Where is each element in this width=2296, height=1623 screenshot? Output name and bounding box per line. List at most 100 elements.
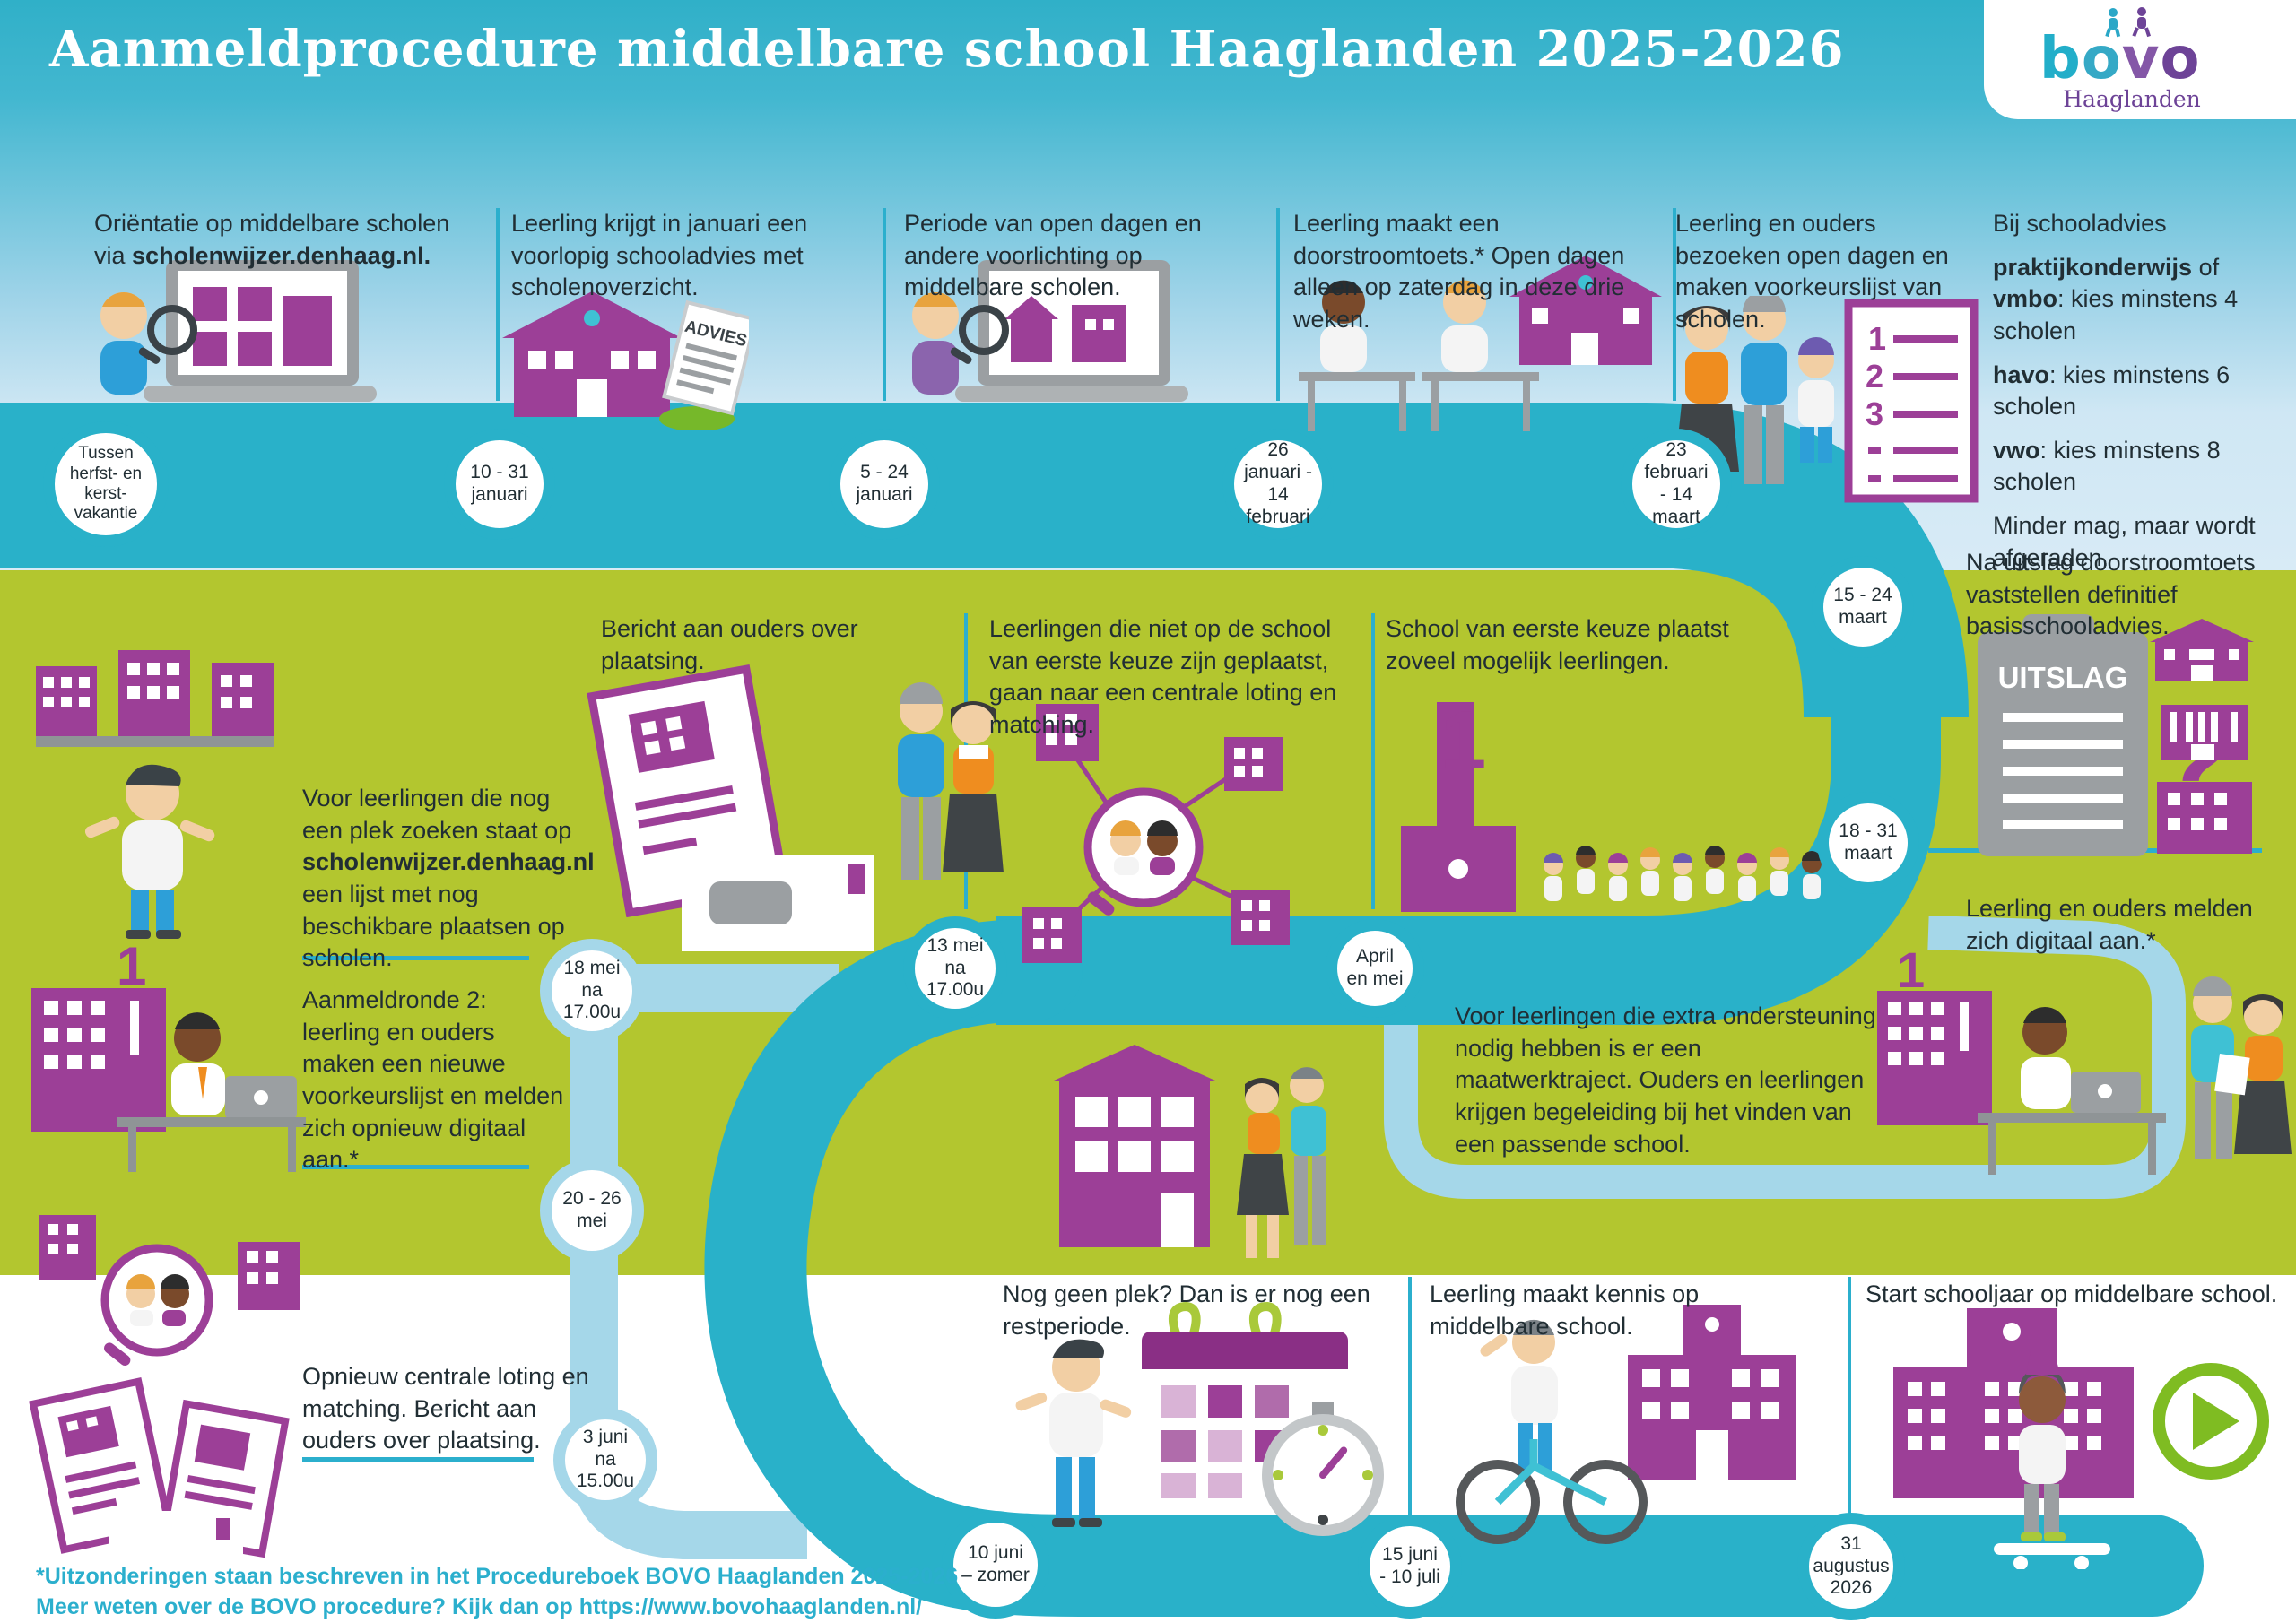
- student-at-laptop-icon: [1978, 1007, 2166, 1175]
- note-lottery: Leerlingen die niet op de school van eer…: [989, 615, 1337, 738]
- logo-walkers-icon: [2105, 7, 2151, 38]
- mini-building-icon: [1022, 907, 1082, 963]
- note-apply: Leerling en ouders melden zich digitaal …: [1966, 895, 2253, 954]
- uitslag-clipboard-icon: UITSLAG: [1978, 614, 2148, 856]
- walking-couple-icon: [1237, 1067, 1326, 1258]
- play-button[interactable]: [2152, 1363, 2269, 1480]
- timeline-circle-15juni-10juli[interactable]: 15 juni - 10 juli: [1358, 1515, 1462, 1619]
- father-icon: [1741, 296, 1787, 484]
- school-icon: [1509, 256, 1662, 365]
- envelope-icon: [109, 1511, 243, 1563]
- timeline-circle-herfst-kerst[interactable]: Tussen herfst- en kerst-vakantie: [43, 421, 169, 547]
- timeline-circle-3-juni[interactable]: 3 juni na 15.00u: [553, 1408, 657, 1512]
- advice-line-3-rest: : kies minstens 8 scholen: [1993, 436, 2221, 496]
- skater-student-icon: [1994, 1346, 2110, 1569]
- footnote-line-2-lead: Meer weten over de BOVO procedure? Kijk …: [36, 1593, 579, 1619]
- letter-icon: [29, 1377, 174, 1554]
- note-round2: Aanmeldronde 2: leerling en ouders maken…: [302, 986, 564, 1174]
- timeline-circle-18-31-mrt[interactable]: 18 - 31 maart: [1817, 792, 1919, 894]
- uitslag-label: UITSLAG: [1998, 661, 2128, 694]
- mini-school-icon: [2150, 619, 2254, 681]
- advies-school-illustration: ADVIES: [502, 291, 749, 430]
- advice-of: of: [2192, 253, 2220, 281]
- timeline-circle-13-mei[interactable]: 13 mei na 17.00u: [903, 916, 1007, 1020]
- logo-letter: v: [2121, 26, 2161, 92]
- letter-icon: [587, 664, 789, 918]
- mini-building-icon: [1231, 890, 1290, 945]
- play-icon: [2193, 1393, 2239, 1450]
- pupil-at-desk-icon: [1299, 280, 1415, 431]
- note-first-choice: School van eerste keuze plaatst zoveel m…: [1386, 615, 1729, 674]
- scholenwijzer-link-2[interactable]: scholenwijzer.denhaag.nl: [302, 848, 595, 876]
- round2-apply-illustration: 1: [31, 942, 306, 1172]
- note-open-spots: Voor leerlingen die nog een plek zoeken …: [302, 783, 595, 975]
- step-opendagen-text: Periode van open dagen en andere voorlic…: [904, 210, 1202, 301]
- logo-letter: o: [2160, 26, 2201, 92]
- mini-building-icon: [2161, 705, 2248, 760]
- timeline-circle-5-24-jan[interactable]: 5 - 24 januari: [829, 429, 940, 540]
- logo-letter: b: [2039, 26, 2082, 92]
- advice-heading: Bij schooladvies: [1993, 210, 2167, 237]
- footnote: *Uitzonderingen staan beschreven in het …: [36, 1562, 958, 1623]
- school-shapes-icon: [1004, 296, 1126, 362]
- timeline-circle-23feb-14mrt[interactable]: 23 februari - 14 maart: [1621, 429, 1732, 540]
- note-kennismaken: Leerling maakt kennis op middelbare scho…: [1430, 1280, 1700, 1340]
- rank-1: 1: [1868, 320, 1886, 357]
- advice-line-2: havo: kies minstens 6 scholen: [1993, 360, 2282, 423]
- page-title: Aanmeldprocedure middelbare school Haagl…: [49, 20, 1845, 79]
- logo-region: Haaglanden: [2063, 86, 2201, 112]
- start-school-illustration: [1893, 1308, 2269, 1569]
- school-icon: [502, 291, 682, 417]
- note-placement: Bericht aan ouders over plaatsing.: [601, 615, 858, 674]
- student-with-magnifier-icon: [100, 292, 197, 395]
- placement-letter-illustration: [587, 664, 1004, 951]
- advice-po: praktijkonderwijs: [1993, 253, 2193, 281]
- buildings-row-icon: [36, 650, 274, 736]
- bush-icon: [659, 406, 735, 430]
- step-voorkeurslijst-text: Leerling en ouders bezoeken open dagen e…: [1675, 210, 1949, 333]
- separator-top-2: [883, 208, 886, 401]
- note-open-spots-lead: Voor leerlingen die nog een plek zoeken …: [302, 785, 572, 844]
- step-doorstroomtoets-text: Leerling maakt een doorstroomtoets.* Ope…: [1293, 210, 1625, 333]
- footnote-line-2: Meer weten over de BOVO procedure? Kijk …: [36, 1593, 958, 1623]
- timeline-circle-10-31-jan[interactable]: 10 - 31 januari: [444, 429, 555, 540]
- timeline-circle-31-aug-2026[interactable]: 31 augustus 2026: [1797, 1513, 1905, 1620]
- logo-wordmark: bovo: [2039, 30, 2200, 88]
- parents-icon: [2191, 976, 2292, 1159]
- round2-lottery-illustration: [29, 1215, 300, 1563]
- cyclist-icon: [1456, 1319, 1648, 1544]
- advice-line-3: vwo: kies minstens 8 scholen: [1993, 435, 2282, 499]
- note-start-schooljaar: Start schooljaar op middelbare school.: [1866, 1280, 2278, 1307]
- school-options-illustration: [2150, 619, 2254, 854]
- pupil-at-desk-icon: [1422, 280, 1539, 431]
- pupils-row-icon: [1544, 846, 1822, 901]
- rule-left-3: [302, 1457, 534, 1462]
- scholenwijzer-link[interactable]: scholenwijzer.denhaag.nl.: [132, 241, 431, 269]
- digital-apply-illustration: 1: [1877, 946, 2292, 1175]
- advice-outro: Minder mag, maar wordt afgeraden.: [1993, 512, 2256, 571]
- timeline-circle-april-mei[interactable]: April en mei: [1326, 919, 1424, 1018]
- apply-building-number: 1: [1897, 946, 1925, 998]
- rank-3: 3: [1866, 395, 1883, 432]
- advice-panel: Bij schooladvies praktijkonderwijs of vm…: [1993, 208, 2282, 586]
- bovo-url-link[interactable]: https://www.bovohaaglanden.nl/: [578, 1593, 923, 1619]
- restperiode-illustration: [1015, 1301, 1384, 1536]
- timeline-circle-26jan-14feb[interactable]: 26 januari - 14 februari: [1222, 429, 1334, 540]
- mini-building-icon: [1224, 737, 1283, 791]
- bovo-logo: bovo Haaglanden: [1984, 0, 2296, 119]
- kennismaken-illustration: [1456, 1305, 1796, 1544]
- opendagen-laptop-illustration: [912, 260, 1188, 402]
- podium-icon: 1: [1401, 695, 1516, 912]
- building-icon: [31, 988, 166, 1132]
- doorstroomtoets-illustration: [1299, 256, 1662, 431]
- shrugging-student-icon: [1015, 1339, 1132, 1527]
- orientation-laptop-illustration: [100, 260, 377, 402]
- podium-number: 1: [1440, 695, 1486, 786]
- child-icon: [1798, 337, 1834, 463]
- timeline-circle-15-24-mrt[interactable]: 15 - 24 maart: [1812, 556, 1914, 658]
- school-choice-illustration: [36, 650, 274, 939]
- note-lottery2: Opnieuw centrale loting en matching. Ber…: [302, 1363, 589, 1454]
- footnote-line-1: *Uitzonderingen staan beschreven in het …: [36, 1564, 959, 1589]
- skateboard-icon: [1994, 1543, 2110, 1555]
